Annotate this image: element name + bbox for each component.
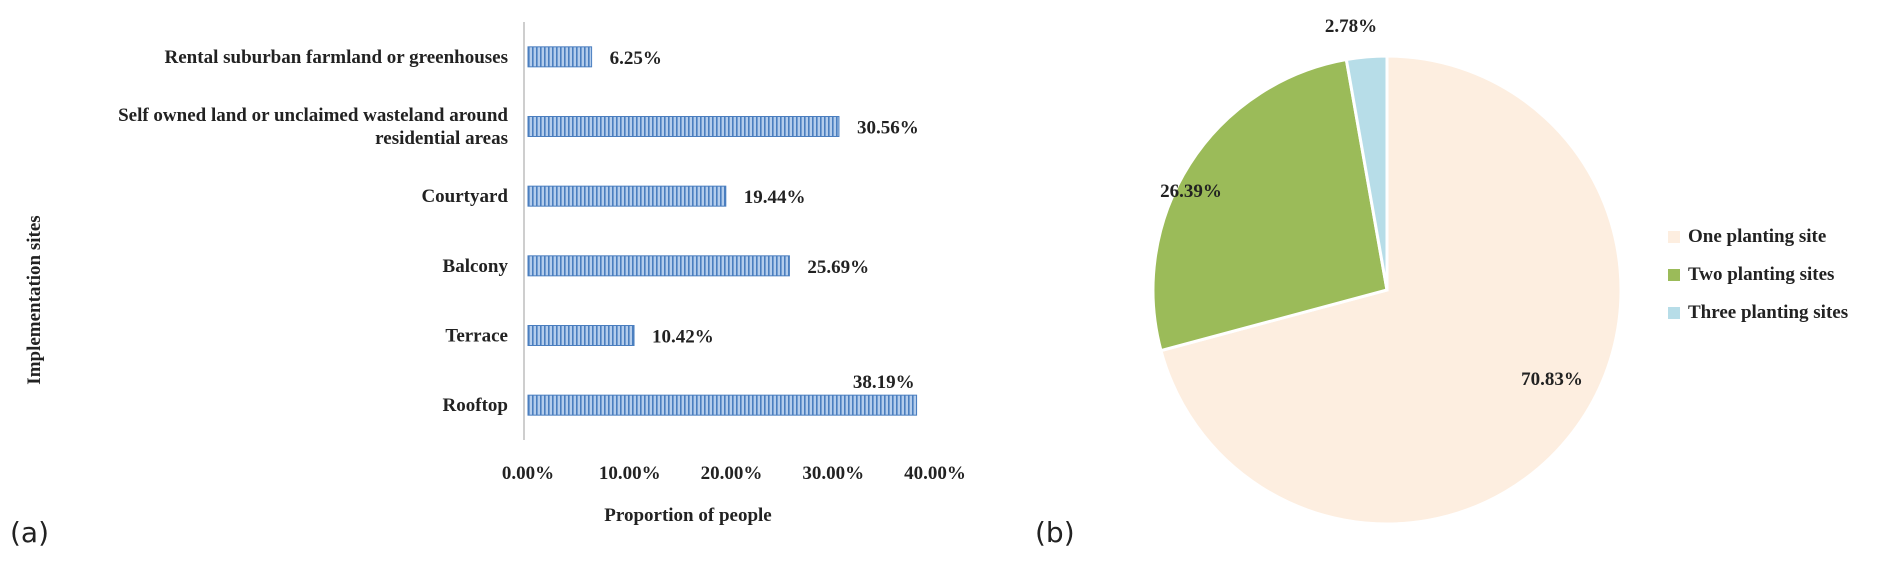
- x-tick-label: 30.00%: [802, 463, 864, 484]
- category-label: Self owned land or unclaimed wasteland a…: [118, 105, 508, 149]
- pie-slice: [1151, 57, 1389, 353]
- pie-value-label: 70.83%: [1521, 369, 1583, 390]
- category-label: Rooftop: [443, 395, 508, 416]
- bar-chart: Rental suburban farmland or greenhouses S…: [24, 22, 966, 526]
- legend-swatch: [1668, 231, 1680, 243]
- category-label: Rental suburban farmland or greenhouses: [165, 47, 508, 68]
- x-tick-label: 20.00%: [701, 463, 763, 484]
- pie-chart: 70.83% 26.39% 2.78% One planting site Two p…: [1151, 16, 1848, 526]
- pie-slices: [1151, 54, 1623, 526]
- bar-value-label: 25.69%: [807, 257, 869, 278]
- legend-swatch: [1668, 269, 1680, 281]
- x-tick-labels: 0.00% 10.00% 20.00% 30.00% 40.00%: [502, 463, 966, 484]
- bar-marks: [527, 46, 918, 416]
- category-label: Terrace: [445, 326, 508, 347]
- pie-value-label: 2.78%: [1325, 16, 1377, 37]
- bar-value-label: 19.44%: [744, 187, 806, 208]
- category-label: Balcony: [443, 256, 509, 277]
- bar-value-labels: 6.25% 30.56% 19.44% 25.69% 10.42% 38.19%: [610, 48, 919, 393]
- pie-slice: [1344, 54, 1389, 291]
- bar-value-label: 38.19%: [853, 372, 915, 393]
- bar: [527, 255, 790, 277]
- bar: [527, 325, 635, 346]
- pie-value-labels: 70.83% 26.39% 2.78%: [1160, 16, 1583, 390]
- bar: [527, 46, 593, 68]
- x-axis-title: Proportion of people: [604, 505, 771, 526]
- pie-legend: One planting site Two planting sites Three…: [1668, 226, 1848, 323]
- pie-slice: [1159, 54, 1623, 526]
- x-tick-label: 40.00%: [904, 463, 966, 484]
- legend-label: Three planting sites: [1688, 302, 1848, 323]
- legend-label: One planting site: [1688, 226, 1826, 247]
- bar: [527, 116, 840, 137]
- legend-label: Two planting sites: [1688, 264, 1834, 285]
- x-tick-label: 10.00%: [599, 463, 661, 484]
- pie-value-label: 26.39%: [1160, 181, 1222, 202]
- panel-label-b: (b): [1035, 516, 1075, 549]
- panel-label-a: (a): [10, 516, 49, 549]
- category-label: Courtyard: [421, 186, 508, 207]
- legend-swatch: [1668, 307, 1680, 319]
- bar-value-label: 6.25%: [610, 48, 662, 69]
- bar-value-label: 10.42%: [652, 327, 714, 348]
- category-labels: Rental suburban farmland or greenhouses S…: [118, 47, 508, 416]
- bar: [527, 185, 727, 207]
- bar: [527, 394, 918, 416]
- y-axis-title: Implementation sites: [24, 215, 45, 384]
- bar-value-label: 30.56%: [857, 118, 919, 139]
- x-tick-label: 0.00%: [502, 463, 554, 484]
